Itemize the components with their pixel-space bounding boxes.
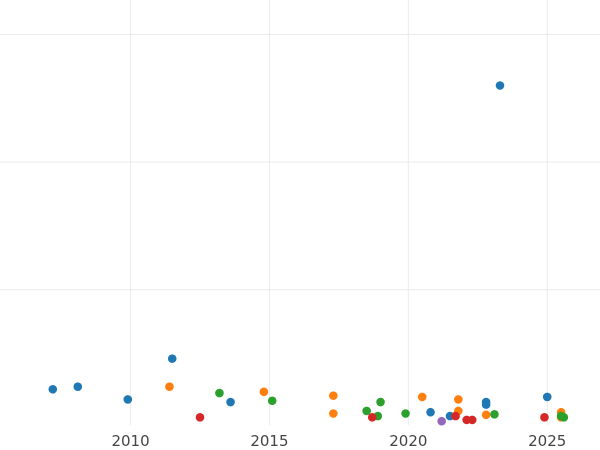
data-point xyxy=(167,354,177,363)
y-gridlines xyxy=(0,33,600,291)
data-point xyxy=(215,388,224,398)
data-point xyxy=(226,397,235,407)
data-point xyxy=(329,391,338,400)
data-point xyxy=(542,392,552,402)
data-point xyxy=(559,413,569,422)
data-point xyxy=(165,382,174,392)
data-point xyxy=(329,409,338,418)
data-point xyxy=(362,406,371,416)
data-point xyxy=(481,410,491,420)
data-point xyxy=(540,413,549,422)
data-point xyxy=(495,81,505,90)
x-tick-label: 2010 xyxy=(111,432,149,450)
data-point xyxy=(467,415,477,425)
data-point xyxy=(437,416,446,426)
data-point xyxy=(376,397,385,407)
data-point xyxy=(451,411,460,421)
x-tick-label: 2020 xyxy=(389,432,427,450)
data-point xyxy=(481,400,491,409)
data-point xyxy=(195,413,205,422)
data-points xyxy=(48,81,569,426)
data-point xyxy=(48,384,58,394)
data-point xyxy=(417,392,427,402)
data-point xyxy=(267,396,277,406)
data-point xyxy=(401,409,410,418)
x-tick-label: 2015 xyxy=(250,432,288,450)
x-tick-labels: 2010 2015 2020 2025 xyxy=(111,432,566,450)
data-point xyxy=(490,409,499,419)
data-point xyxy=(73,382,83,392)
data-point xyxy=(123,395,133,404)
data-point xyxy=(259,387,269,397)
data-point xyxy=(454,395,463,404)
data-point xyxy=(367,413,377,422)
x-tick-label: 2025 xyxy=(528,432,566,450)
x-gridlines xyxy=(130,0,548,425)
data-point xyxy=(426,407,435,417)
